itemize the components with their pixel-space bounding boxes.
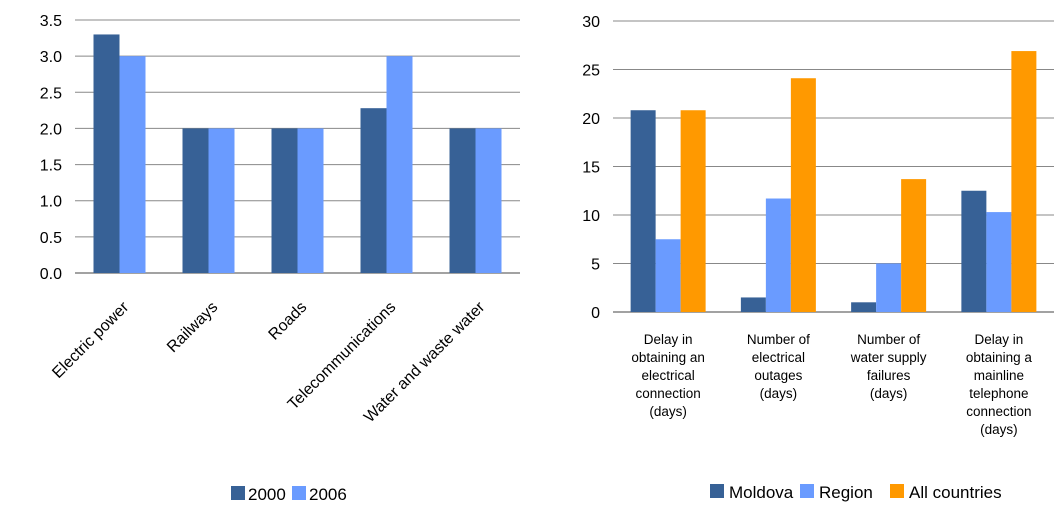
bar-moldova [631,110,656,312]
infrastructure-quality-chart: 0.0 0.5 1.0 1.5 2.0 2.5 3.0 3.5 Electric power Ra… [0,0,540,502]
x-category-label-line: electrical [752,350,805,365]
bar-2000 [183,128,209,273]
x-category-label-line: connection [635,386,700,401]
bar-2000 [94,34,120,273]
legend-label: Region [819,483,873,502]
y-tick-label: 3.0 [40,49,62,66]
bar-2006 [298,128,324,273]
x-category-label-line: electrical [641,368,694,383]
bar-2000 [361,108,387,273]
x-category-label: Electric power [49,298,133,382]
bar-2006 [120,56,146,273]
x-category-label: Roads [266,299,311,344]
bar-moldova [851,302,876,312]
bar-2000 [272,128,298,273]
bar-2006 [387,56,413,273]
y-tick-label: 25 [582,63,600,80]
x-category-label-line: connection [966,404,1031,419]
x-category-label-line: Number of [747,332,810,347]
bar-2000 [450,128,476,273]
x-category-label-line: (days) [870,386,908,401]
x-category-label-line: outages [754,368,802,383]
y-tick-label: 20 [582,111,600,128]
y-tick-label: 2.5 [40,85,62,102]
legend-swatch [292,486,306,500]
y-tick-label: 0.0 [40,266,62,283]
right-chart-svg: 0 5 10 15 20 25 30 Delay in obtaining an electric… [560,0,1054,502]
x-category-label-line: (days) [649,404,687,419]
legend-swatch [800,484,814,498]
x-category-label-line: telephone [969,386,1028,401]
x-category-label-line: Number of [857,332,920,347]
y-tick-label: 3.5 [40,13,62,30]
x-category-label-line: (days) [980,422,1018,437]
y-tick-label: 1.5 [40,158,62,175]
bar-all-countries [1011,51,1036,312]
bar-region [876,264,901,313]
left-chart-svg: 0.0 0.5 1.0 1.5 2.0 2.5 3.0 3.5 Electric power Ra… [0,0,540,502]
legend-swatch [710,484,724,498]
x-category-label-line: (days) [760,386,798,401]
x-category-label-line: failures [867,368,911,383]
bar-region [766,199,791,312]
y-tick-label: 0.5 [40,230,62,247]
bar-moldova [741,297,766,312]
bar-2006 [476,128,502,273]
x-category-label-line: Delay in [644,332,693,347]
x-category-label-line: Delay in [974,332,1023,347]
bar-all-countries [681,110,706,312]
y-tick-label: 15 [582,160,600,177]
x-category-label-line: water supply [850,350,927,365]
legend-label: 2006 [309,485,347,502]
x-category-label-line: obtaining an [631,350,705,365]
legend-swatch [890,484,904,498]
y-tick-label: 30 [582,14,600,31]
y-tick-label: 1.0 [40,194,62,211]
bar-moldova [961,191,986,312]
legend-label: All countries [909,483,1002,502]
x-category-label: Railways [164,299,221,356]
legend-swatch [231,486,245,500]
x-category-label-line: mainline [974,368,1024,383]
legend-label: 2000 [248,485,286,502]
y-tick-label: 10 [582,208,600,225]
bar-all-countries [791,78,816,312]
legend-label: Moldova [729,483,794,502]
x-category-label-line: obtaining a [966,350,1033,365]
bar-region [986,212,1011,312]
service-delay-chart: 0 5 10 15 20 25 30 Delay in obtaining an electric… [560,0,1054,502]
y-tick-label: 2.0 [40,121,62,138]
bar-all-countries [901,179,926,312]
bar-2006 [209,128,235,273]
y-tick-label: 5 [591,257,600,274]
bar-region [656,239,681,312]
y-tick-label: 0 [591,305,600,322]
